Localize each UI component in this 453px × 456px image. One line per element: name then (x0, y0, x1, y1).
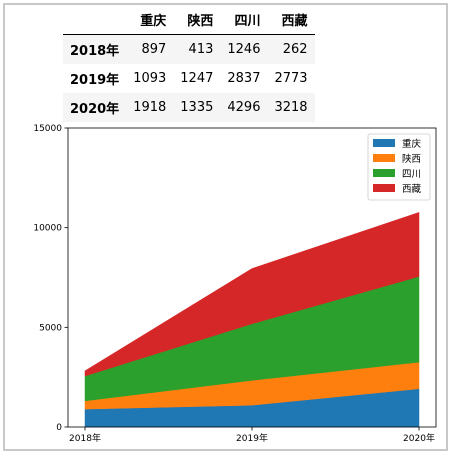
table-cell: 1335 (180, 100, 214, 115)
row-header: 2019年 (70, 73, 120, 88)
x-tick-label: 2020年 (403, 432, 435, 444)
table-cell: 2773 (274, 71, 308, 86)
table-cell: 1918 (133, 100, 167, 115)
legend-label: 西藏 (402, 183, 422, 195)
column-header: 西藏 (267, 5, 315, 35)
row-header: 2018年 (70, 44, 120, 59)
column-header: 重庆 (126, 5, 174, 35)
column-header: 四川 (220, 5, 268, 35)
legend-label: 四川 (402, 169, 421, 180)
table-cell: 1246 (227, 42, 261, 57)
column-header: 陕西 (173, 5, 221, 35)
table-cell: 3218 (274, 100, 308, 115)
data-table: 重庆 陕西 四川 西藏 2018年 897 413 1246 262 2019年… (63, 5, 315, 122)
legend-box (367, 133, 431, 201)
table-cell: 1093 (133, 71, 167, 86)
legend-swatch (373, 154, 395, 162)
x-tick-label: 2018年 (69, 432, 101, 444)
legend-label: 陕西 (402, 153, 421, 165)
legend-swatch (373, 184, 395, 192)
table-cell: 1247 (180, 71, 214, 86)
table-corner-header (63, 5, 127, 35)
table-cell: 4296 (227, 100, 261, 115)
table-row: 2019年 1093 1247 2837 2773 (63, 64, 315, 93)
table-cell: 897 (141, 42, 167, 57)
y-tick-label: 5000 (39, 323, 62, 333)
table-row: 2018年 897 413 1246 262 (63, 34, 315, 64)
legend-swatch (373, 139, 395, 147)
table-cell: 262 (282, 42, 308, 57)
y-tick-label: 0 (56, 423, 62, 433)
y-tick-label: 15000 (33, 124, 62, 134)
y-tick-label: 10000 (33, 224, 62, 234)
area-series-4 (84, 212, 420, 377)
legend-label: 重庆 (402, 138, 422, 150)
table-cell: 2837 (227, 71, 261, 86)
legend-swatch (373, 169, 395, 177)
table-cell: 413 (188, 42, 214, 57)
table-row: 2020年 1918 1335 4296 3218 (63, 93, 315, 122)
x-tick-label: 2019年 (236, 432, 268, 444)
row-header: 2020年 (70, 102, 120, 117)
table-header-row: 重庆 陕西 四川 西藏 (63, 5, 315, 35)
